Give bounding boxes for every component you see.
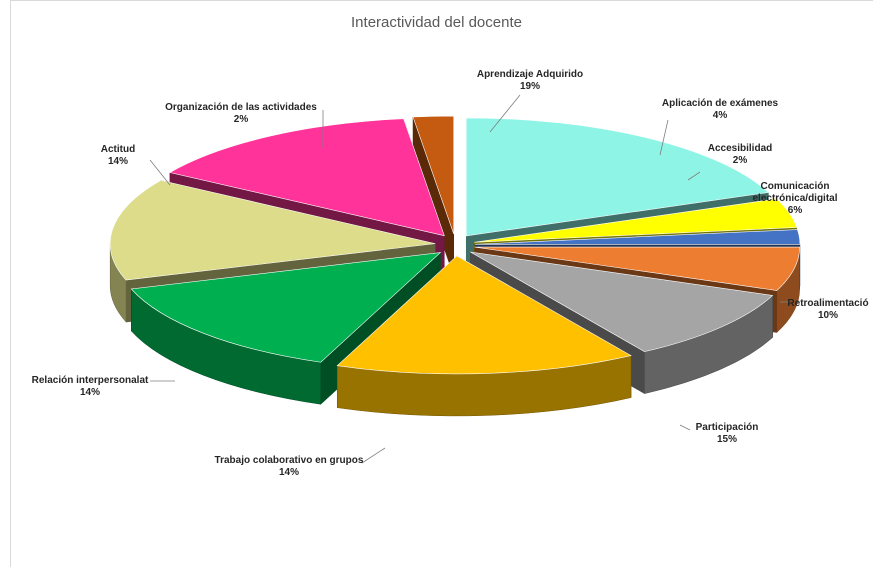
- data-label-4: Retroalimentació: [787, 298, 868, 309]
- pie-slice-6[interactable]: [130, 252, 442, 363]
- data-value-7: 14%: [80, 387, 100, 398]
- pie-slice-7[interactable]: [109, 180, 436, 281]
- data-value-4: 10%: [818, 310, 838, 321]
- pie-slice-8[interactable]: [169, 118, 445, 237]
- pie-slice-1[interactable]: [474, 198, 798, 243]
- data-label-1: Aplicación de exámenes: [662, 98, 779, 109]
- data-value-1: 4%: [713, 110, 728, 121]
- data-label-6: Trabajo colaborativo en grupos: [215, 455, 364, 466]
- leader-line-6: [361, 447, 386, 464]
- data-label-8: Actitud: [101, 144, 135, 155]
- data-label-3-line2: electrónica/digital: [752, 193, 837, 204]
- leader-line-8: [149, 159, 171, 186]
- data-value-5: 15%: [717, 434, 737, 445]
- data-label-2: Accesibilidad: [708, 143, 772, 154]
- data-value-3: 6%: [788, 205, 803, 216]
- data-value-9: 2%: [234, 114, 249, 125]
- leader-line-2: [687, 171, 701, 181]
- data-value-2: 2%: [733, 155, 748, 166]
- pie-slice-2[interactable]: [474, 229, 801, 245]
- leader-line-1: [659, 119, 669, 156]
- data-value-6: 14%: [279, 467, 299, 478]
- data-label-7: Relación interpersonalat: [32, 375, 149, 386]
- pie-slice-5[interactable]: [336, 255, 632, 375]
- data-value-8: 14%: [108, 156, 128, 167]
- data-label-9: Organización de las actividades: [165, 102, 317, 113]
- pie-slice-9[interactable]: [412, 115, 455, 235]
- chart-title: Interactividad del docente: [351, 14, 522, 31]
- data-label-0: Aprendizaje Adquirido: [477, 69, 583, 80]
- leader-line-5: [679, 424, 691, 431]
- leader-line-0: [489, 94, 521, 133]
- pie-slice-3[interactable]: [474, 246, 800, 291]
- data-label-3: Comunicación: [761, 181, 830, 192]
- pie-slice-4[interactable]: [470, 251, 774, 352]
- data-label-5: Participación: [696, 422, 759, 433]
- pie-slice-0[interactable]: [465, 117, 770, 237]
- data-value-0: 19%: [520, 81, 540, 92]
